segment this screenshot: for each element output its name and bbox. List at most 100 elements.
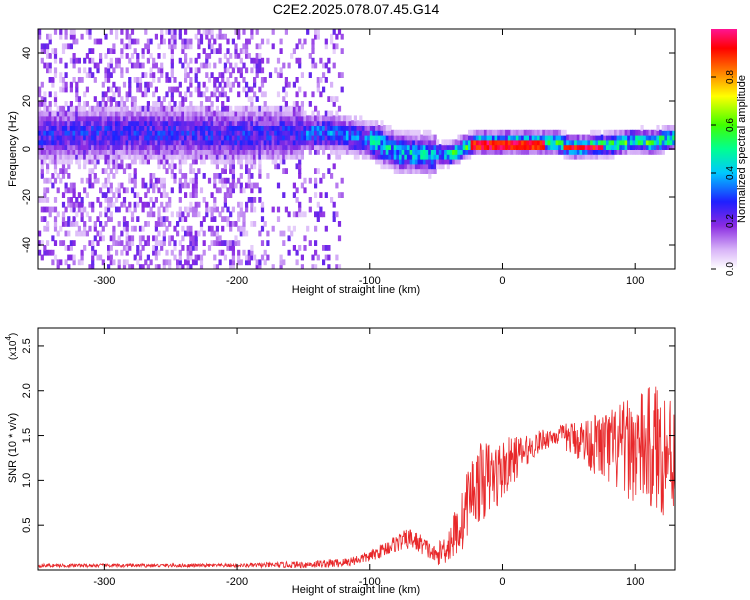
spectrogram-cell — [186, 254, 190, 261]
spectrogram-cell — [258, 264, 262, 269]
spectrogram-cell — [133, 48, 137, 54]
spectrogram-cell — [539, 139, 543, 146]
spectrogram-cell — [181, 38, 185, 45]
spectrogram-cell — [245, 48, 249, 54]
spectrogram-cell — [117, 153, 121, 160]
spectrogram-cell — [287, 225, 291, 232]
spectrogram-cell — [218, 81, 222, 88]
spectrogram-cell — [56, 153, 60, 160]
spectrogram-cell — [40, 134, 44, 141]
spectrogram-cell — [181, 264, 185, 269]
spectrogram-cell — [53, 101, 58, 107]
spectrogram-cell — [640, 144, 644, 150]
spectrogram-cell — [571, 139, 575, 146]
spectrogram-cell — [664, 139, 668, 146]
spectrogram-cell — [582, 139, 586, 146]
spectrogram-cell — [502, 129, 506, 136]
spectrogram-cell — [314, 29, 318, 35]
spectrogram-cell — [478, 144, 482, 150]
spectrogram-cell — [465, 149, 469, 155]
spectrogram-cell — [287, 149, 291, 155]
spectrogram-cell — [367, 125, 371, 131]
spectrogram-cell — [218, 158, 222, 165]
spectrogram-cell — [237, 81, 241, 88]
spectrogram-cell — [215, 163, 219, 170]
spectrogram-cell — [144, 153, 148, 160]
spectrogram-cell — [223, 163, 227, 170]
spectrogram-cell — [218, 249, 222, 256]
spectrogram-cell — [122, 101, 127, 107]
spectrogram-cell — [343, 120, 347, 126]
spectrogram-cell — [271, 129, 275, 136]
spectrogram-cell — [468, 134, 472, 141]
spectrogram-cell — [223, 120, 227, 126]
spectrogram-cell — [385, 158, 389, 165]
spectrogram-cell — [343, 129, 347, 136]
spectrogram-cell — [213, 264, 217, 269]
spectrogram-cell — [409, 134, 413, 141]
spectrogram-cell — [43, 149, 47, 155]
spectrogram-cell — [385, 139, 389, 146]
spectrogram-cell — [170, 115, 174, 122]
spectrogram-cell — [245, 163, 249, 170]
spectrogram-cell — [481, 134, 485, 141]
spectrogram-cell — [234, 29, 238, 35]
spectrogram-cell — [186, 144, 190, 150]
spectrogram-cell — [53, 53, 58, 59]
spectrogram-cell — [146, 211, 150, 218]
spectrogram-cell — [210, 43, 214, 50]
spectrogram-cell — [43, 91, 47, 98]
spectrogram-cell — [117, 134, 121, 141]
spectrogram-cell — [417, 129, 421, 136]
spectrogram-cell — [404, 134, 408, 141]
spectrogram-cell — [59, 115, 63, 122]
spectrogram-cell — [566, 149, 570, 155]
spectrogram-cell — [122, 153, 127, 160]
spectrogram-cell — [46, 53, 50, 59]
spectrogram-cell — [255, 182, 259, 189]
spectrogram-cell — [409, 139, 413, 146]
spectrogram-cell — [125, 105, 129, 112]
spectrogram-cell — [260, 225, 265, 232]
spectrogram-cell — [298, 201, 302, 208]
spectrogram-cell — [603, 129, 607, 136]
spectrogram-cell — [221, 77, 225, 83]
spectrogram-cell — [72, 115, 76, 122]
spectrogram-cell — [46, 177, 50, 184]
spectrogram-cell — [643, 149, 647, 155]
spectrogram-cell — [356, 144, 360, 150]
spectrogram-cell — [282, 149, 286, 155]
spectrogram-cell — [144, 110, 148, 117]
spectrogram-cell — [128, 43, 132, 50]
spectrogram-cell — [109, 29, 113, 35]
spectrogram-cell — [428, 144, 432, 150]
spectrogram-cell — [592, 149, 596, 155]
spectrogram-cell — [221, 120, 225, 126]
spectrogram-cell — [120, 230, 124, 237]
spectrogram-cell — [380, 125, 384, 131]
spectrogram-cell — [303, 129, 307, 136]
spectrogram-cell — [170, 72, 174, 78]
spectrogram-cell — [104, 125, 108, 131]
spectrogram-cell — [53, 48, 58, 54]
spectrogram-cell — [77, 225, 81, 232]
spectrogram-cell — [120, 48, 124, 54]
spectrogram-cell — [324, 225, 328, 232]
spectrogram-cell — [247, 144, 251, 150]
spectrogram-cell — [454, 139, 458, 146]
spectrogram-cell — [186, 72, 190, 78]
spectrogram-cell — [324, 254, 328, 261]
spectrogram-cell — [327, 115, 331, 122]
spectrogram-cell — [130, 120, 135, 126]
spectrogram-cell — [85, 29, 89, 35]
spectrogram-cell — [115, 129, 119, 136]
spectrogram-cell — [303, 177, 307, 184]
spectrogram-cell — [568, 153, 572, 160]
spectrogram-cell — [245, 149, 249, 155]
spectrogram-cell — [316, 139, 320, 146]
spectrogram-cell — [69, 33, 73, 40]
spectrogram-cell — [287, 120, 291, 126]
spectrogram-cell — [146, 158, 150, 165]
spectrogram-cell — [231, 254, 235, 261]
spectrogram-cell — [491, 139, 496, 146]
